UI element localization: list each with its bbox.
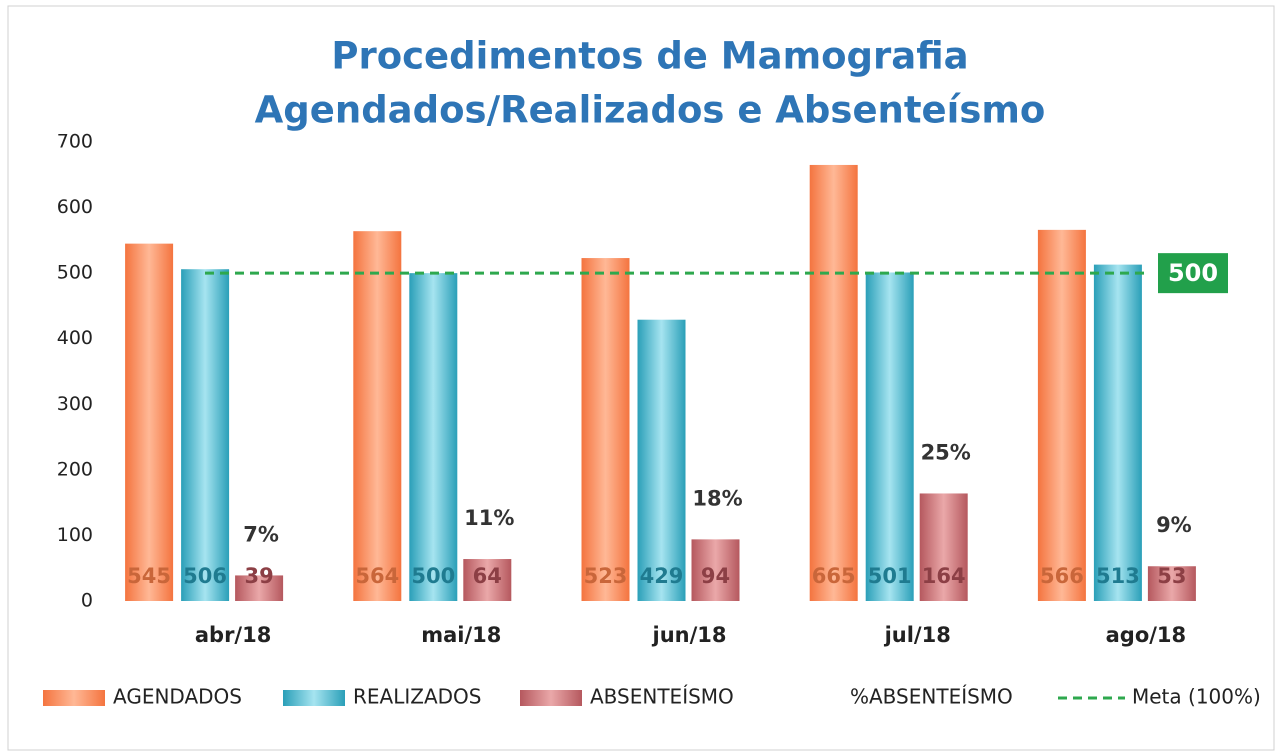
percent-label: 11%: [464, 506, 514, 530]
legend-swatch: [283, 690, 345, 706]
legend-label: Meta (100%): [1132, 685, 1261, 709]
data-label: 513: [1096, 564, 1140, 588]
bar: [865, 272, 914, 601]
legend-label: AGENDADOS: [113, 685, 242, 709]
data-label: 39: [244, 564, 273, 588]
bar: [1037, 229, 1086, 601]
chart-title: Procedimentos de Mamografia: [331, 35, 968, 78]
bar: [691, 539, 740, 601]
data-label: 64: [473, 564, 502, 588]
legend-label: REALIZADOS: [353, 685, 481, 709]
y-tick-label: 400: [57, 327, 93, 349]
y-tick-label: 200: [57, 458, 93, 480]
data-label: 429: [640, 564, 684, 588]
bar: [125, 243, 174, 601]
x-tick-label: abr/18: [195, 623, 271, 647]
legend-label: ABSENTEÍSMO: [590, 685, 734, 709]
bar: [581, 258, 630, 601]
legend-label: %ABSENTEÍSMO: [850, 685, 1013, 709]
x-tick-label: mai/18: [421, 623, 501, 647]
bar: [1147, 566, 1196, 601]
bar: [353, 231, 402, 602]
bar: [463, 559, 512, 601]
data-label: 164: [922, 564, 966, 588]
y-tick-label: 600: [57, 196, 93, 218]
bar: [637, 319, 686, 601]
legend-swatch: [43, 690, 105, 706]
bar: [919, 493, 968, 601]
data-label: 53: [1157, 564, 1186, 588]
data-label: 523: [584, 564, 628, 588]
bar: [409, 273, 458, 601]
bar: [235, 575, 284, 601]
bar: [181, 269, 230, 601]
data-label: 500: [411, 564, 455, 588]
percent-label: 9%: [1156, 513, 1192, 537]
x-tick-label: ago/18: [1106, 623, 1187, 647]
legend-swatch: [520, 690, 582, 706]
y-tick-label: 100: [57, 524, 93, 546]
data-label: 566: [1040, 564, 1084, 588]
chart-border: [7, 5, 1275, 751]
percent-label: 25%: [921, 440, 971, 464]
data-label: 94: [701, 564, 730, 588]
percent-label: 7%: [243, 522, 279, 546]
y-tick-label: 0: [81, 590, 93, 612]
percent-label: 18%: [692, 486, 742, 510]
data-label: 501: [868, 564, 912, 588]
bar: [1093, 264, 1142, 601]
x-tick-label: jun/18: [652, 623, 727, 647]
target-label: 500: [1168, 259, 1218, 287]
y-tick-label: 300: [57, 393, 93, 415]
chart-title: Agendados/Realizados e Absenteísmo: [255, 89, 1046, 132]
data-label: 665: [812, 564, 856, 588]
data-label: 506: [183, 564, 227, 588]
y-tick-label: 500: [57, 262, 93, 284]
data-label: 564: [355, 564, 399, 588]
target-label-box: [1158, 253, 1228, 294]
bar: [809, 164, 858, 601]
y-tick-label: 700: [57, 131, 93, 153]
data-label: 545: [127, 564, 171, 588]
x-tick-label: jul/18: [884, 623, 951, 647]
